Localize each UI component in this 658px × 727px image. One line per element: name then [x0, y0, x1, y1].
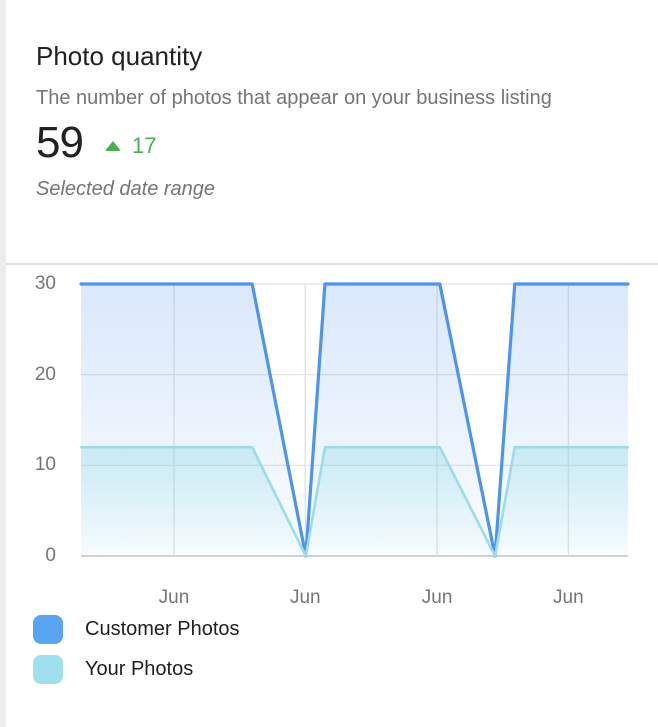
legend-label: Your Photos [85, 658, 194, 680]
y-axis-label: 30 [34, 273, 56, 294]
chart-legend: Customer Photos Your Photos [33, 615, 240, 695]
page-title: Photo quantity [36, 41, 203, 71]
metric-value: 59 [36, 118, 84, 167]
x-axis-label: Jun [553, 587, 584, 608]
legend-item-customer-photos: Customer Photos [33, 615, 240, 644]
y-axis-label: 20 [34, 363, 56, 385]
metric-delta-group: 17 [104, 133, 157, 159]
chart-svg[interactable] [79, 280, 630, 565]
page-subtitle: The number of photos that appear on your… [36, 87, 552, 109]
y-axis-label: 10 [34, 454, 56, 476]
customer-photos-color-chip [33, 615, 63, 644]
x-axis-label: Jun [421, 587, 453, 608]
section-divider [6, 263, 658, 265]
metric-caption: Selected date range [36, 178, 216, 200]
x-axis-label: Jun [289, 587, 321, 608]
y-axis-label: 0 [45, 545, 56, 566]
legend-item-your-photos: Your Photos [33, 655, 240, 684]
trend-up-icon [104, 141, 121, 151]
metric-delta: 17 [131, 133, 157, 158]
x-axis-label: Jun [158, 587, 190, 608]
your-photos-color-chip [33, 655, 63, 684]
photo-quantity-card: Photo quantity The number of photos that… [6, 0, 658, 727]
page-edge-strip [0, 0, 6, 727]
metric-row: 59 17 [36, 119, 156, 167]
legend-label: Customer Photos [85, 618, 240, 640]
